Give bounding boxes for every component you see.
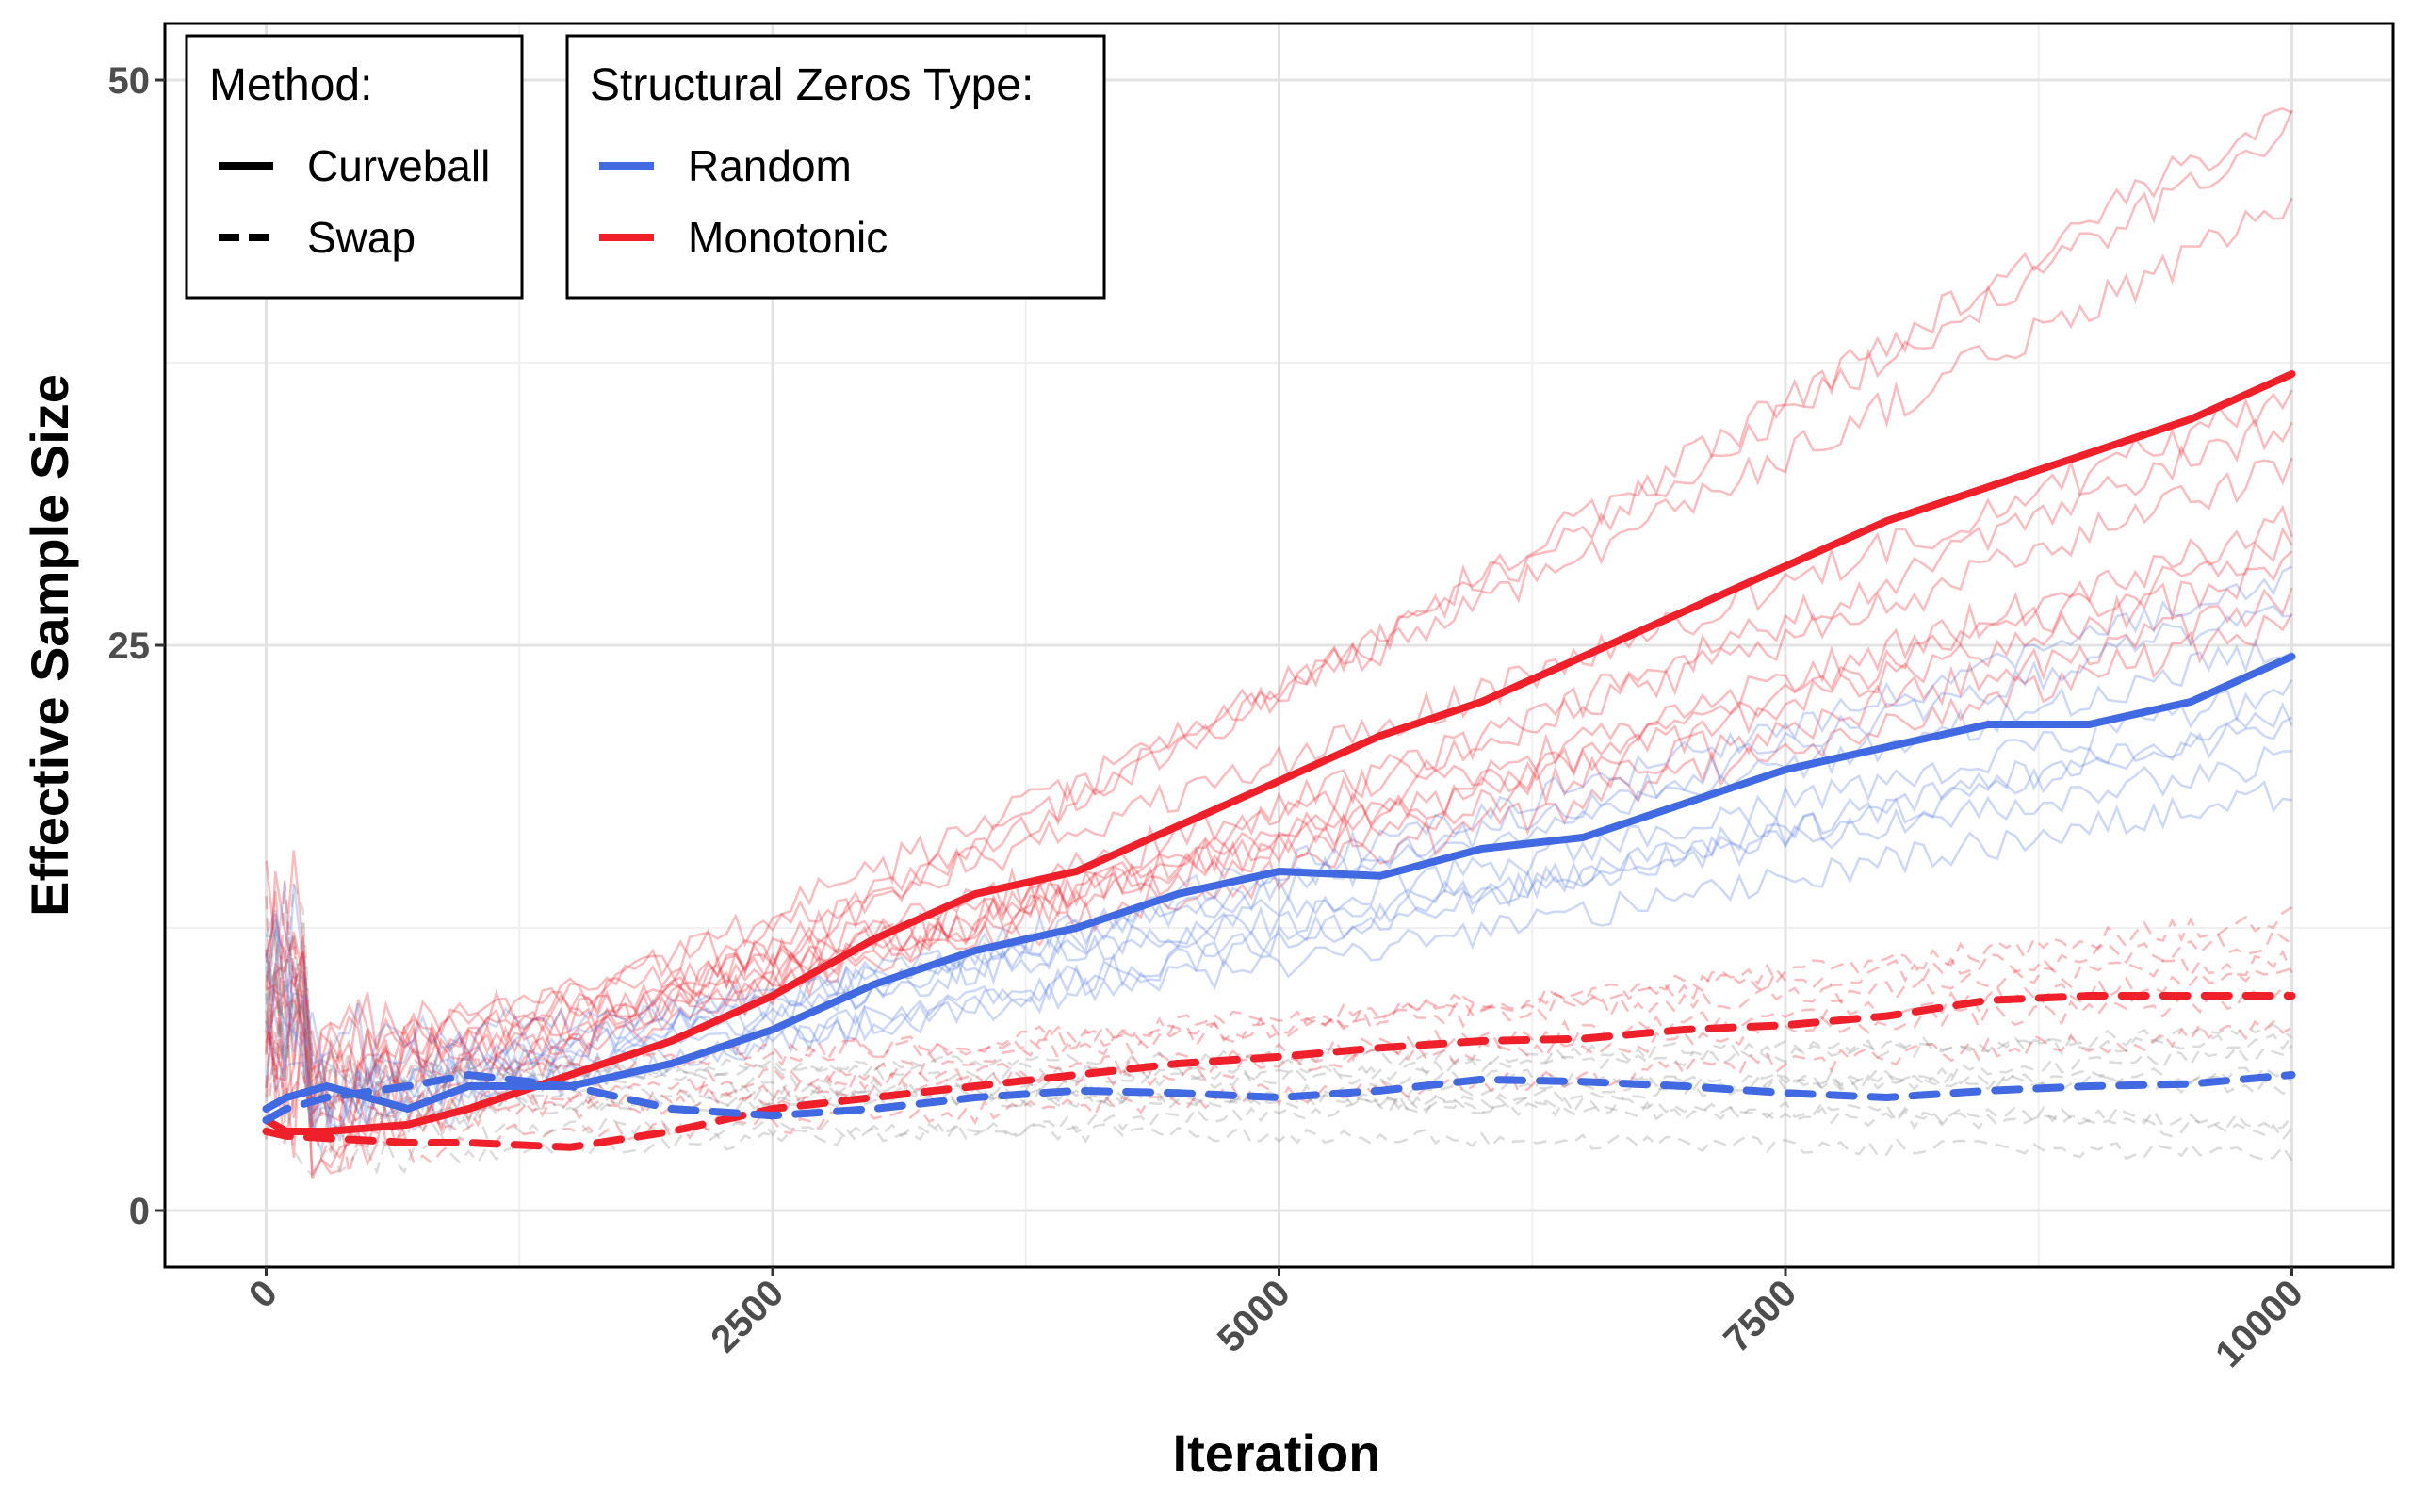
run-swap-monotonic — [265, 935, 2292, 1146]
run-swap-monotonic — [265, 937, 2293, 1154]
y-tick-label: 0 — [129, 1191, 150, 1232]
run-curveball-random — [265, 565, 2293, 1130]
run-curveball-monotonic — [265, 457, 2293, 1119]
legend-label-curveball: Curveball — [307, 141, 490, 190]
x-tick-label: 2500 — [703, 1272, 791, 1360]
y-tick-label: 25 — [108, 626, 151, 667]
run-curveball-monotonic — [265, 504, 2293, 1124]
run-swap-monotonic — [265, 1019, 2293, 1174]
run-curveball-monotonic — [265, 417, 2293, 1160]
y-axis-title: Effective Sample Size — [20, 374, 79, 917]
x-tick-label: 7500 — [1716, 1272, 1804, 1360]
x-tick-label: 0 — [241, 1272, 285, 1316]
series-line-swap-random — [262, 1071, 2296, 1124]
run-swap-random — [265, 931, 2293, 1130]
legend-label-monotonic: Monotonic — [688, 213, 888, 262]
run-swap-random — [265, 922, 2293, 1099]
legend-layer: Method: Curveball Swap Structural Zeros Typ… — [185, 34, 1106, 300]
x-axis-title: Iteration — [1173, 1423, 1381, 1483]
run-curveball-random — [265, 745, 2292, 1088]
run-swap-random — [265, 970, 2293, 1178]
run-curveball-monotonic — [265, 389, 2293, 1104]
x-tick-label: 10000 — [2208, 1272, 2311, 1375]
run-curveball-random — [265, 679, 2293, 1106]
legend-box — [565, 34, 1106, 300]
series-line-swap-monotonic — [262, 992, 2296, 1151]
series-line-curveball-monotonic — [262, 370, 2296, 1135]
run-curveball-monotonic — [265, 612, 2293, 1124]
grid-layer — [165, 24, 2393, 1267]
run-swap-random — [265, 961, 2293, 1162]
run-curveball-monotonic — [265, 106, 2293, 1178]
run-curveball-monotonic — [265, 109, 2293, 1179]
run-curveball-monotonic — [265, 550, 2293, 1089]
run-swap-random — [266, 935, 2293, 1143]
run-swap-random — [265, 883, 2292, 1096]
legend-label-swap: Swap — [307, 213, 416, 262]
legend-label-random: Random — [688, 141, 852, 190]
run-curveball-monotonic — [265, 197, 2293, 1128]
y-tick-label: 50 — [108, 60, 151, 102]
run-curveball-monotonic — [265, 587, 2293, 1081]
legend-title: Method: — [209, 60, 372, 110]
legend-title: Structural Zeros Type: — [590, 60, 1034, 110]
mean-series-layer — [262, 370, 2296, 1151]
x-tick-label: 5000 — [1210, 1272, 1298, 1360]
series-line-curveball-random — [262, 653, 2296, 1113]
run-curveball-monotonic — [265, 526, 2293, 1130]
legend-structural-zeros-type: Structural Zeros Type: Random Monotonic — [565, 34, 1106, 300]
legend-method: Method: Curveball Swap — [185, 34, 524, 300]
